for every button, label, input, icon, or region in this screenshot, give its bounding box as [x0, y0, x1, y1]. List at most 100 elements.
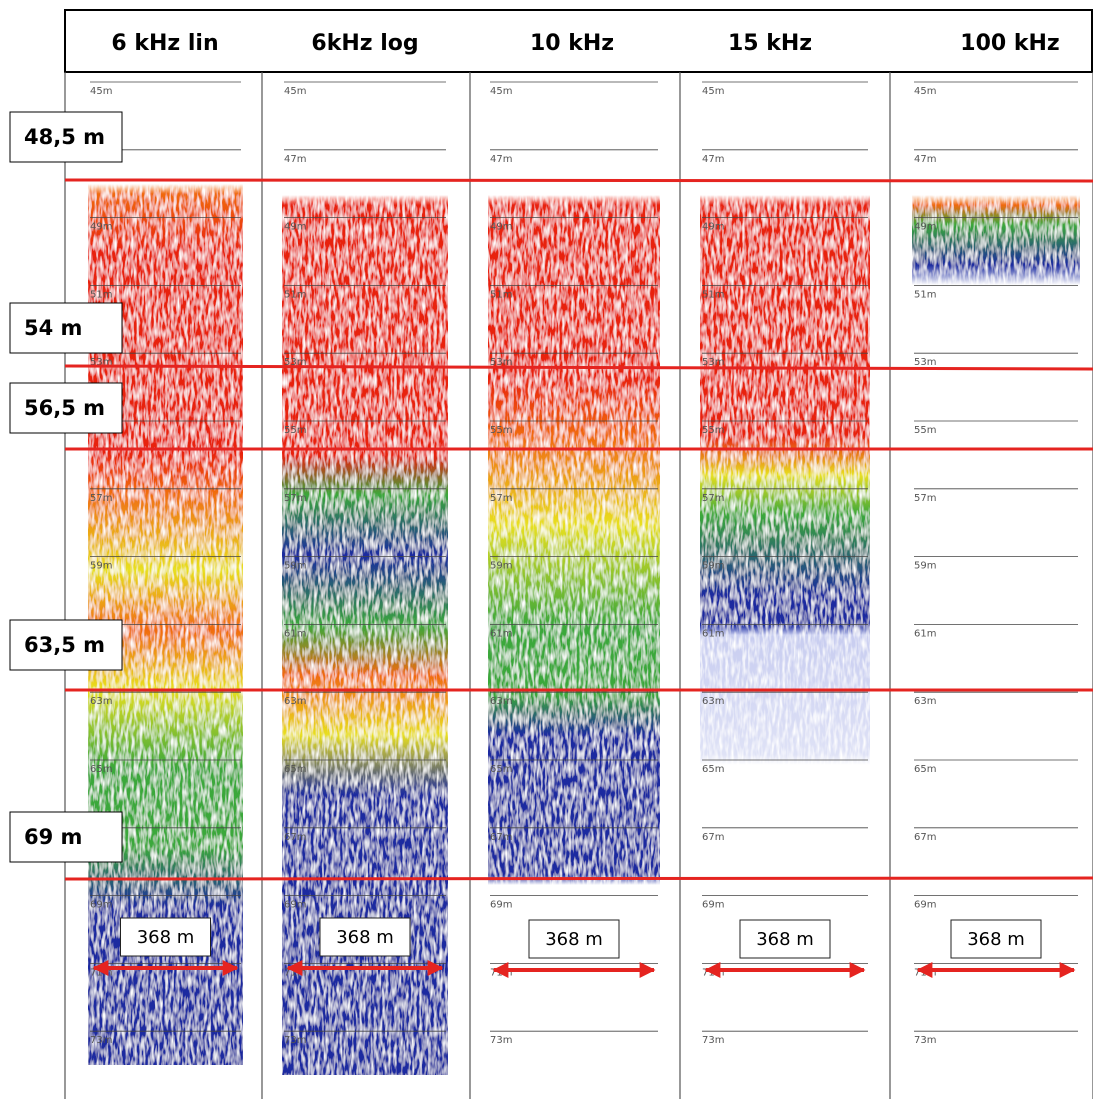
- depth-scale-label: 53m: [490, 357, 512, 368]
- span-label: 368 m: [967, 929, 1025, 950]
- depth-scale-label: 61m: [284, 628, 306, 639]
- depth-lines: [64, 178, 1093, 881]
- depth-scale-label: 73m: [90, 1035, 112, 1046]
- depth-scale-label: 49m: [702, 222, 724, 233]
- depth-scale-label: 49m: [490, 222, 512, 233]
- depth-scale-label: 49m: [90, 222, 112, 233]
- depth-scale-label: 47m: [490, 154, 512, 165]
- echogram: [700, 75, 870, 1075]
- depth-marker-label: 54 m: [24, 316, 82, 340]
- depth-scale-label: 49m: [284, 222, 306, 233]
- depth-marker-box: [9, 111, 123, 163]
- depth-marker-label: 48,5 m: [24, 125, 105, 149]
- depth-marker-label: 56,5 m: [24, 396, 105, 420]
- depth-scale-label: 69m: [702, 900, 724, 911]
- span-label: 368 m: [336, 927, 394, 948]
- depth-scale-label: 73m: [702, 1035, 724, 1046]
- depth-scale-label: 59m: [90, 561, 112, 572]
- span-box: [528, 919, 620, 959]
- header-box: [64, 9, 1093, 73]
- depth-marker-box: [9, 619, 123, 671]
- column-title: 15 kHz: [728, 31, 812, 56]
- depth-scale-label: 59m: [284, 561, 306, 572]
- depth-scale-label: 67m: [702, 832, 724, 843]
- depth-scale-label: 53m: [284, 357, 306, 368]
- depth-scale-label: 67m: [284, 832, 306, 843]
- depth-scale-label: 69m: [490, 900, 512, 911]
- depth-scale-label: 65m: [90, 764, 112, 775]
- depth-scale-label: 51m: [90, 289, 112, 300]
- depth-scale-label: 57m: [702, 493, 724, 504]
- span-label: 368 m: [545, 929, 603, 950]
- red-line: [64, 178, 1093, 183]
- depth-scale-label: 67m: [490, 832, 512, 843]
- column-title: 100 kHz: [960, 31, 1059, 56]
- depth-scale-label: 51m: [284, 289, 306, 300]
- depth-scale-label: 45m: [284, 86, 306, 97]
- column-title: 6kHz log: [311, 31, 418, 56]
- depth-scale-label: 49m: [914, 222, 936, 233]
- depth-scale-label: 57m: [490, 493, 512, 504]
- depth-scale-label: 61m: [914, 628, 936, 639]
- span-box: [319, 917, 411, 957]
- span-box: [120, 917, 211, 957]
- depth-scale-label: 65m: [914, 764, 936, 775]
- depth-scale-label: 55m: [490, 425, 512, 436]
- echogram: [912, 75, 1080, 1075]
- depth-scale-label: 51m: [490, 289, 512, 300]
- depth-scale-label: 59m: [914, 561, 936, 572]
- depth-scale-label: 55m: [702, 425, 724, 436]
- depth-scale-label: 63m: [90, 696, 112, 707]
- echogram: [282, 75, 448, 1075]
- depth-scale-label: 53m: [90, 357, 112, 368]
- depth-scale-label: 45m: [90, 86, 112, 97]
- depth-scale-label: 57m: [90, 493, 112, 504]
- depth-scale-label: 53m: [914, 357, 936, 368]
- depth-scale-label: 57m: [284, 493, 306, 504]
- depth-scale-label: 61m: [490, 628, 512, 639]
- depth-marker-label: 63,5 m: [24, 633, 105, 657]
- panels: 45m 47m 49m 51m 53m 55m 57m 59m 61m 63m 65m 67m 69m 7…: [64, 72, 1093, 1099]
- depth-scale-label: 65m: [490, 764, 512, 775]
- span-box: [950, 919, 1042, 959]
- depth-scale-label: 45m: [702, 86, 724, 97]
- depth-scale-label: 57m: [914, 493, 936, 504]
- depth-scale-label: 69m: [90, 900, 112, 911]
- depth-scale-label: 53m: [702, 357, 724, 368]
- depth-scale-label: 55m: [914, 425, 936, 436]
- depth-scale-label: 45m: [490, 86, 512, 97]
- depth-scale-label: 47m: [284, 154, 306, 165]
- red-line: [64, 364, 1093, 371]
- depth-scale-label: 63m: [284, 696, 306, 707]
- column-title: 10 kHz: [530, 31, 614, 56]
- depth-scale-label: 73m: [284, 1035, 306, 1046]
- depth-marker-box: [9, 302, 123, 354]
- depth-scale-label: 59m: [490, 561, 512, 572]
- depth-markers: 48,5 m 54 m 56,5 m 63,5 m 69 m: [9, 111, 123, 863]
- depth-scale-label: 69m: [284, 900, 306, 911]
- depth-scale-label: 45m: [914, 86, 936, 97]
- depth-scale-label: 63m: [914, 696, 936, 707]
- depth-scale-label: 51m: [914, 289, 936, 300]
- depth-scale-label: 73m: [490, 1035, 512, 1046]
- depth-scale-label: 67m: [914, 832, 936, 843]
- depth-scale-label: 59m: [702, 561, 724, 572]
- depth-scale-label: 51m: [702, 289, 724, 300]
- depth-scale-label: 47m: [702, 154, 724, 165]
- span-label: 368 m: [756, 929, 814, 950]
- depth-scale-label: 55m: [284, 425, 306, 436]
- depth-marker-label: 69 m: [24, 825, 82, 849]
- depth-scale-label: 63m: [702, 696, 724, 707]
- red-line: [64, 876, 1093, 881]
- depth-scale-label: 63m: [490, 696, 512, 707]
- depth-marker-box: [9, 382, 123, 434]
- depth-scale-label: 61m: [702, 628, 724, 639]
- column-title: 6 kHz lin: [111, 31, 218, 56]
- span-label: 368 m: [137, 927, 195, 948]
- echogram: [88, 75, 243, 1065]
- span-box: [739, 919, 831, 959]
- depth-scale-label: 65m: [284, 764, 306, 775]
- depth-scale-label: 65m: [702, 764, 724, 775]
